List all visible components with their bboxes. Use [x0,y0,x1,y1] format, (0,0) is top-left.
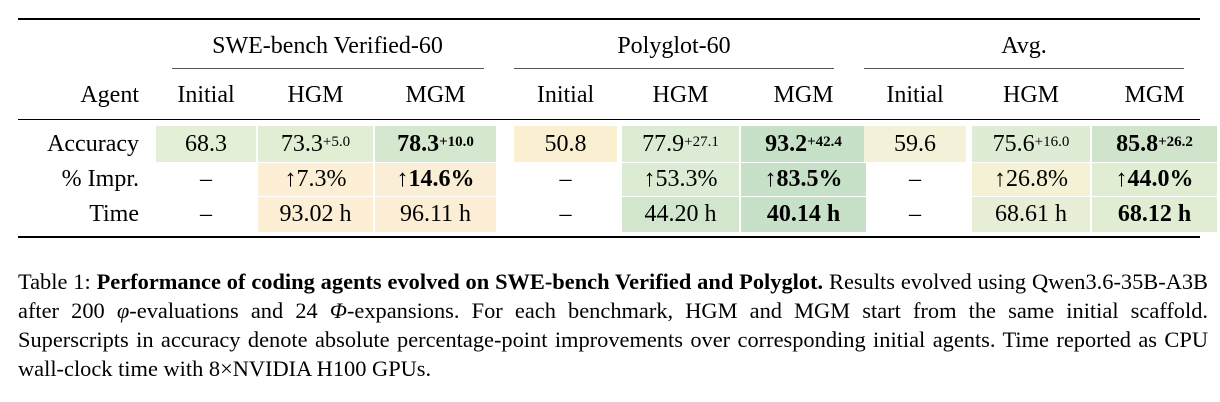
cell-accuracy-swe-initial: 68.3 [156,126,256,162]
cell-accuracy-avg-hgm: 75.6 +16.0 [972,126,1090,162]
cell-time-polyglot-initial: – [514,197,617,232]
cell-time-swe-hgm: 93.02 h [258,197,373,232]
cell-value: 44.20 h [644,201,717,227]
column-header-swe-initial: Initial [177,81,235,108]
group-underline-avg [864,68,1184,69]
cell-impr-swe-initial: – [156,163,256,196]
cell-value: ↑44.0% [1115,166,1194,192]
cell-value: 68.61 h [995,201,1067,227]
cell-time-avg-mgm: 68.12 h [1092,197,1217,232]
cell-value: 96.11 h [399,201,472,227]
cell-impr-polyglot-mgm: ↑83.5% [741,163,866,196]
cell-impr-avg-initial: – [864,163,966,196]
cell-value: – [559,166,572,192]
column-header-avg-initial: Initial [886,81,944,108]
group-underline-polyglot [514,68,834,69]
cell-value: – [909,201,921,227]
cell-value: 85.8 [1116,130,1159,157]
cell-time-avg-hgm: 68.61 h [972,197,1090,232]
row-label-impr: % Impr. [61,166,139,192]
cell-value: 75.6 [992,130,1035,157]
cell-time-polyglot-hgm: 44.20 h [622,197,739,232]
cell-value: – [200,201,212,227]
cell-value: 73.3 [280,130,323,157]
caption-label: Table 1: [18,269,91,294]
cell-accuracy-avg-initial: 59.6 [864,126,966,162]
cell-value: 68.12 h [1117,201,1192,227]
caption-phi-small: φ [116,298,130,323]
bottom-rule [18,236,1200,238]
row-label-time: Time [89,201,139,227]
cell-time-swe-mgm: 96.11 h [375,197,496,232]
cell-accuracy-swe-hgm: 73.3 +5.0 [258,126,373,162]
cell-value: ↑14.6% [396,166,475,192]
cell-impr-swe-hgm: ↑7.3% [258,163,373,196]
cell-value: ↑7.3% [284,166,347,192]
cell-value: 93.02 h [279,201,352,227]
column-header-polyglot-hgm: HGM [652,81,709,108]
cell-value: 78.3 [397,130,440,157]
table-caption: Table 1: Performance of coding agents ev… [18,267,1208,383]
group-header-polyglot: Polyglot-60 [617,32,731,59]
cell-impr-swe-mgm: ↑14.6% [375,163,496,196]
cell-value: – [559,201,572,227]
row-label-accuracy: Accuracy [47,130,139,157]
top-rule [18,18,1200,20]
cell-time-polyglot-mgm: 40.14 h [741,197,866,232]
caption-phi-big: Φ [329,298,347,323]
cell-value: ↑83.5% [764,166,843,192]
cell-value: – [909,166,921,192]
agent-header: Agent [80,81,139,108]
cell-value: 40.14 h [766,201,841,227]
cell-value: 77.9 [642,130,685,157]
cell-impr-polyglot-initial: – [514,163,617,196]
cell-value: – [200,166,212,192]
cell-accuracy-polyglot-hgm: 77.9 +27.1 [622,126,739,162]
cell-value: 68.3 [185,130,227,157]
cell-accuracy-polyglot-mgm: 93.2 +42.4 [741,126,866,162]
cell-accuracy-avg-mgm: 85.8 +26.2 [1092,126,1217,162]
cell-value: 59.6 [894,130,936,157]
group-underline-swe [172,68,484,69]
cell-value: ↑53.3% [643,166,718,192]
cell-impr-polyglot-hgm: ↑53.3% [622,163,739,196]
cell-time-avg-initial: – [864,197,966,232]
cell-value: 50.8 [544,130,587,157]
cell-accuracy-swe-mgm: 78.3 +10.0 [375,126,496,162]
group-header-swe: SWE-bench Verified-60 [212,32,443,59]
column-header-polyglot-initial: Initial [536,81,595,108]
cell-impr-avg-mgm: ↑44.0% [1092,163,1217,196]
cell-value: 93.2 [765,130,808,157]
caption-text-2: -evaluations and 24 [129,298,330,323]
caption-text-1: Results evolved using Qwen3.6-35B-A3B af… [18,269,1208,323]
column-header-avg-hgm: HGM [1002,81,1059,108]
cell-time-swe-initial: – [156,197,256,232]
column-header-swe-mgm: MGM [405,81,466,108]
cell-accuracy-polyglot-initial: 50.8 [514,126,617,162]
cell-impr-avg-hgm: ↑26.8% [972,163,1090,196]
column-header-swe-hgm: HGM [287,81,344,108]
header-rule [18,119,1200,120]
caption-title: Performance of coding agents evolved on … [96,269,824,294]
group-header-avg: Avg. [1001,32,1047,59]
column-header-avg-mgm: MGM [1124,81,1185,108]
column-header-polyglot-mgm: MGM [773,81,834,108]
cell-value: ↑26.8% [994,166,1068,192]
caption-text-3: -expansions. For each benchmark, HGM and… [18,298,1208,381]
